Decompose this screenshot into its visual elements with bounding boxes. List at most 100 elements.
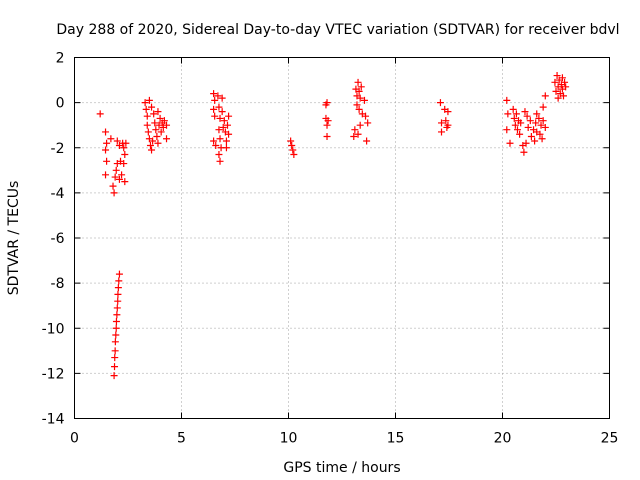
data-point xyxy=(538,135,546,143)
data-point xyxy=(225,112,233,120)
data-point xyxy=(561,78,569,86)
data-point xyxy=(148,146,156,154)
data-point xyxy=(215,151,223,159)
data-point xyxy=(503,96,511,104)
data-point xyxy=(210,90,218,98)
y-tick-label: -4 xyxy=(51,186,65,202)
data-point xyxy=(323,121,331,129)
data-point xyxy=(355,87,363,95)
data-point xyxy=(355,105,363,113)
y-tick-label: -8 xyxy=(51,276,65,292)
data-point xyxy=(103,139,111,147)
y-tick-label: -10 xyxy=(42,321,65,337)
data-point xyxy=(513,126,521,134)
data-point xyxy=(107,135,115,143)
data-point xyxy=(220,117,228,125)
data-point xyxy=(444,121,452,129)
data-point xyxy=(520,148,528,156)
data-point xyxy=(553,72,561,80)
data-points xyxy=(96,72,570,380)
data-point xyxy=(536,130,544,138)
data-point xyxy=(218,108,226,116)
data-point xyxy=(503,126,511,134)
data-point xyxy=(115,270,123,278)
y-tick-label: -14 xyxy=(42,412,65,428)
data-point xyxy=(143,121,151,129)
data-point xyxy=(351,126,359,134)
data-point xyxy=(225,130,233,138)
data-point xyxy=(112,324,120,332)
data-point xyxy=(115,175,123,183)
data-point xyxy=(120,160,128,168)
data-point xyxy=(163,135,171,143)
data-point xyxy=(111,363,119,371)
data-point xyxy=(438,128,446,136)
data-point xyxy=(149,137,157,145)
data-point xyxy=(510,114,518,122)
data-point xyxy=(506,139,514,147)
data-point xyxy=(210,137,218,145)
data-point xyxy=(144,128,152,136)
data-point xyxy=(114,297,122,305)
data-point xyxy=(289,146,297,154)
data-point xyxy=(113,304,121,312)
data-point xyxy=(114,284,122,292)
y-axis-label: SDTVAR / TECUs xyxy=(6,181,22,296)
data-point xyxy=(148,103,156,111)
data-point xyxy=(160,117,168,125)
data-point xyxy=(444,108,452,116)
data-point xyxy=(288,141,296,149)
y-tick-label: -12 xyxy=(42,366,65,382)
data-point xyxy=(558,74,566,82)
data-point xyxy=(527,132,535,140)
data-point xyxy=(323,132,331,140)
data-point xyxy=(552,87,560,95)
data-point xyxy=(541,123,549,131)
data-point xyxy=(143,112,151,120)
data-point xyxy=(222,144,230,152)
x-axis-label: GPS time / hours xyxy=(283,460,400,476)
axis-ticks: 0 5 10 15 20 25 -14 -12 -10 -8 -6 -4 -2 0 2 xyxy=(42,51,619,447)
data-point xyxy=(111,347,119,355)
x-tick-label: 10 xyxy=(280,431,298,447)
data-point xyxy=(110,189,118,197)
data-point xyxy=(145,96,153,104)
data-point xyxy=(360,96,368,104)
data-point xyxy=(350,132,358,140)
data-point xyxy=(356,121,364,129)
data-point xyxy=(562,83,570,91)
data-point xyxy=(539,103,547,111)
data-point xyxy=(122,139,130,147)
data-point xyxy=(551,78,559,86)
data-point xyxy=(290,151,298,159)
data-point xyxy=(115,277,123,285)
data-point xyxy=(354,78,362,86)
data-point xyxy=(353,101,361,109)
data-point xyxy=(522,139,530,147)
data-point xyxy=(153,132,161,140)
data-point xyxy=(210,105,218,113)
data-point xyxy=(539,117,547,125)
data-point xyxy=(363,137,371,145)
data-point xyxy=(533,110,541,118)
data-point xyxy=(102,146,110,154)
data-point xyxy=(531,137,539,145)
data-point xyxy=(111,338,119,346)
data-point xyxy=(526,117,534,125)
data-point xyxy=(287,137,295,145)
data-point xyxy=(114,290,122,298)
chart-title: Day 288 of 2020, Sidereal Day-to-day VTE… xyxy=(56,22,619,38)
x-tick-label: 25 xyxy=(601,431,619,447)
data-point xyxy=(323,99,331,107)
x-tick-label: 15 xyxy=(387,431,405,447)
data-point xyxy=(504,110,512,118)
data-point xyxy=(357,83,365,91)
data-point xyxy=(354,130,362,138)
data-point xyxy=(362,112,370,120)
data-point xyxy=(215,103,223,111)
data-point xyxy=(535,114,543,122)
data-point xyxy=(438,119,446,127)
data-point xyxy=(150,110,158,118)
